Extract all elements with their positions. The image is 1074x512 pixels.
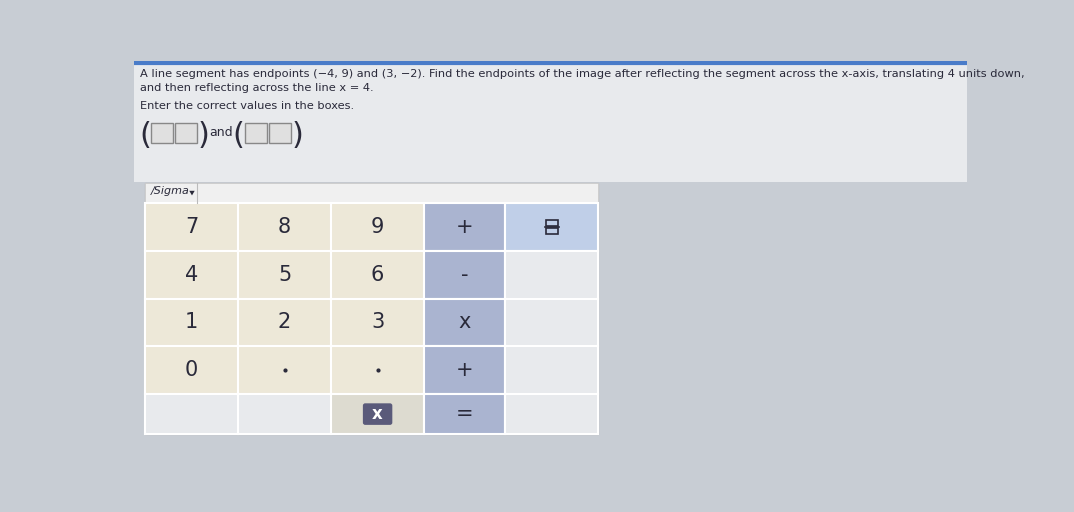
Text: /Sigma: /Sigma	[150, 186, 189, 196]
Bar	[145, 251, 238, 298]
Bar	[145, 183, 598, 203]
Bar	[145, 203, 238, 251]
Bar	[238, 203, 331, 251]
Text: 2: 2	[278, 312, 291, 332]
Text: x: x	[459, 312, 471, 332]
Bar	[331, 203, 424, 251]
Bar	[145, 183, 598, 434]
Bar	[424, 251, 506, 298]
Bar	[424, 203, 506, 251]
Bar	[506, 251, 598, 298]
Bar	[506, 346, 598, 394]
Text: and then reflecting across the line x = 4.: and then reflecting across the line x = …	[140, 83, 374, 93]
Text: ): )	[198, 121, 209, 151]
Bar	[424, 394, 506, 434]
Bar	[270, 123, 291, 143]
Bar	[331, 298, 424, 346]
Bar	[151, 123, 173, 143]
Text: and: and	[209, 126, 233, 139]
Bar	[424, 346, 506, 394]
Text: 5: 5	[278, 265, 291, 285]
Text: +: +	[456, 217, 474, 237]
Bar	[506, 298, 598, 346]
Bar	[424, 298, 506, 346]
Text: (: (	[233, 121, 245, 151]
Text: (: (	[139, 121, 150, 151]
Bar	[238, 298, 331, 346]
Text: 4: 4	[185, 265, 199, 285]
Bar	[506, 203, 598, 251]
Text: =: =	[456, 404, 474, 424]
Text: 9: 9	[371, 217, 384, 237]
Text: Enter the correct values in the boxes.: Enter the correct values in the boxes.	[140, 101, 353, 112]
Text: 1: 1	[185, 312, 199, 332]
Text: 3: 3	[371, 312, 384, 332]
Text: ): )	[291, 121, 304, 151]
Bar	[238, 346, 331, 394]
FancyBboxPatch shape	[363, 403, 392, 425]
Bar	[546, 220, 558, 226]
Bar	[145, 394, 238, 434]
Bar	[175, 123, 197, 143]
Text: +: +	[456, 360, 474, 380]
Bar	[331, 394, 424, 434]
Text: -: -	[461, 265, 468, 285]
Polygon shape	[189, 191, 194, 196]
Bar	[506, 394, 598, 434]
Text: A line segment has endpoints (−4, 9) and (3, −2). Find the endpoints of the imag: A line segment has endpoints (−4, 9) and…	[140, 69, 1025, 79]
Bar	[245, 123, 266, 143]
Bar	[331, 251, 424, 298]
Text: x: x	[373, 405, 383, 423]
Bar	[546, 228, 558, 234]
Bar	[134, 61, 967, 182]
Text: 8: 8	[278, 217, 291, 237]
Bar	[145, 346, 238, 394]
Text: 0: 0	[185, 360, 199, 380]
Bar	[238, 251, 331, 298]
Bar	[238, 394, 331, 434]
Text: 7: 7	[185, 217, 199, 237]
Bar	[331, 346, 424, 394]
Text: 6: 6	[371, 265, 384, 285]
Bar	[145, 298, 238, 346]
